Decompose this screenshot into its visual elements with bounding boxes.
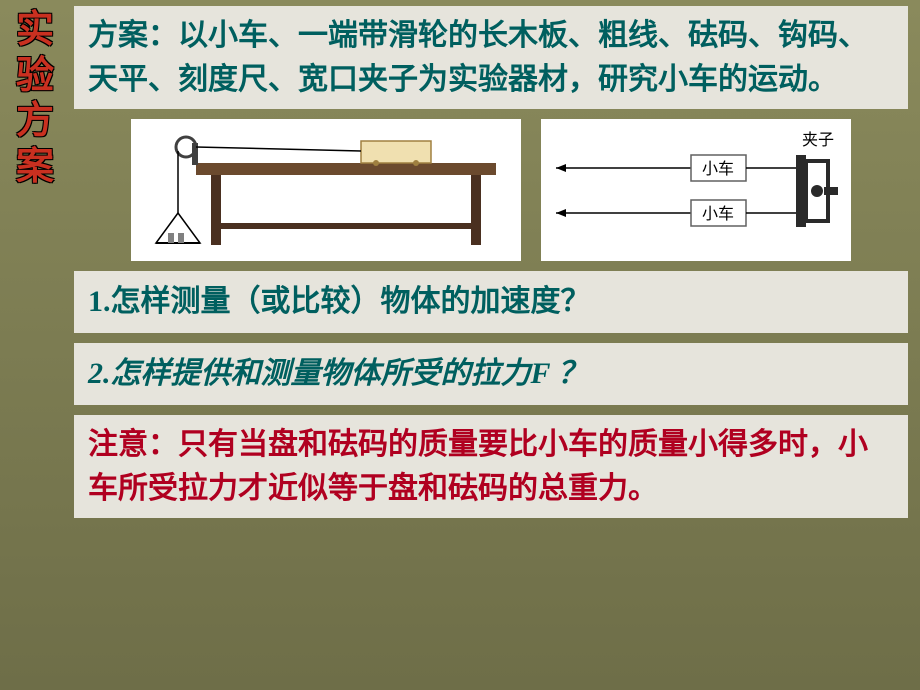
- main-content: 方案：以小车、一端带滑轮的长木板、粗线、砝码、钩码、天平、刻度尺、宽口夹子为实验…: [70, 0, 920, 690]
- note-text: 注意：只有当盘和砝码的质量要比小车的质量小得多时，小车所受拉力才近似等于盘和砝码…: [88, 428, 868, 505]
- sidebar: 实 验 方 案: [0, 0, 70, 690]
- diagram-table-setup: [131, 119, 521, 261]
- question-2-box: 2.怎样提供和测量物体所受的拉力F ？: [74, 343, 908, 405]
- diagram-carts-clamp: 小车 小车 夹子: [541, 119, 851, 261]
- sidebar-char-3: 方: [16, 99, 54, 145]
- note-box: 注意：只有当盘和砝码的质量要比小车的质量小得多时，小车所受拉力才近似等于盘和砝码…: [74, 415, 908, 518]
- clamp-label: 夹子: [802, 131, 834, 149]
- intro-text: 方案：以小车、一端带滑轮的长木板、粗线、砝码、钩码、天平、刻度尺、宽口夹子为实验…: [88, 19, 868, 96]
- sidebar-char-4: 案: [16, 145, 54, 191]
- question-2-text: 2.怎样提供和测量物体所受的拉力F ？: [88, 357, 587, 390]
- cart-label-2: 小车: [702, 205, 734, 223]
- carts-clamp-svg: 小车 小车 夹子: [546, 123, 846, 258]
- sidebar-char-2: 验: [16, 54, 54, 100]
- intro-box: 方案：以小车、一端带滑轮的长木板、粗线、砝码、钩码、天平、刻度尺、宽口夹子为实验…: [74, 6, 908, 109]
- question-1-box: 1.怎样测量（或比较）物体的加速度？: [74, 271, 908, 333]
- diagram-row: 小车 小车 夹子: [74, 119, 908, 261]
- cart-label-1: 小车: [702, 160, 734, 178]
- sidebar-char-1: 实: [16, 8, 54, 54]
- question-1-text: 1.怎样测量（或比较）物体的加速度？: [88, 285, 591, 318]
- table-pulley-svg: [136, 123, 516, 258]
